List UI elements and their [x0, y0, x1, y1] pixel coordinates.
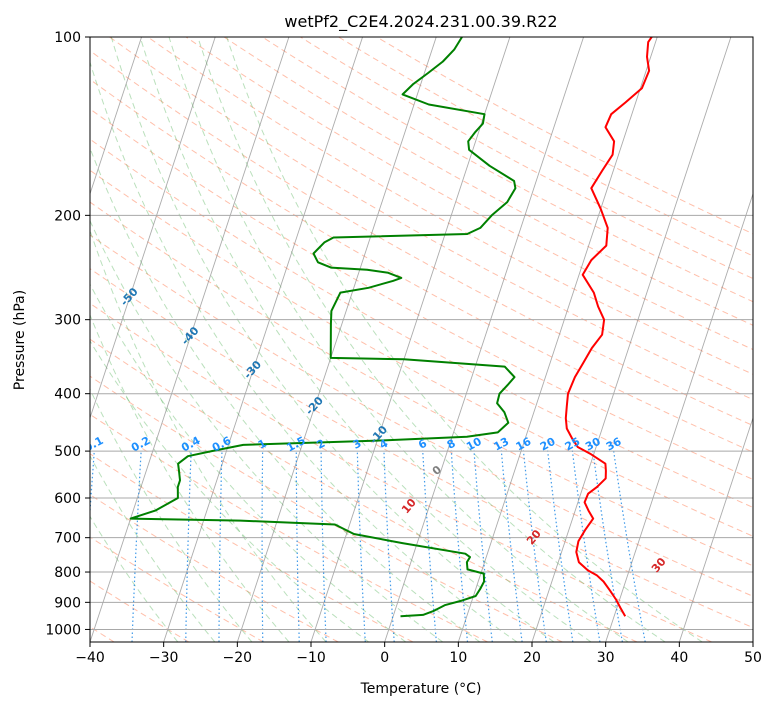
- isotherm-label: -70: [4, 183, 27, 207]
- y-tick-label: 1000: [45, 622, 81, 638]
- x-tick-label: 30: [597, 650, 615, 666]
- dry-adiabat: [90, 536, 264, 642]
- y-axis-ticks: 1000 900 800 700 600 500 400 300 200 100: [45, 30, 90, 638]
- dry-adiabat: [90, 268, 753, 629]
- x-axis-label: Temperature (°C): [360, 681, 482, 697]
- moist-adiabat: [197, 37, 666, 642]
- isotherm: [90, 37, 216, 420]
- plot-frame: [89, 36, 754, 643]
- mixing-ratio-label: 30: [583, 435, 603, 454]
- isotherm: [605, 192, 753, 642]
- x-tick-label: −10: [296, 650, 326, 666]
- x-tick-label: 40: [670, 650, 688, 666]
- isotherm: [236, 37, 437, 642]
- moist-adiabat: [226, 37, 703, 642]
- mixing-ratio-label: 20: [538, 435, 558, 454]
- isotherm: [90, 37, 142, 196]
- isotherm-label: -60: [61, 233, 84, 257]
- profile-series: [129, 37, 653, 618]
- y-tick-label: 100: [54, 30, 81, 46]
- y-tick-label: 600: [54, 491, 81, 507]
- isotherm: [90, 37, 290, 642]
- x-tick-label: −20: [223, 650, 253, 666]
- mixing-ratio-label: 13: [492, 435, 512, 454]
- isotherm: [163, 37, 363, 642]
- mixing-ratio-label: 10: [464, 435, 484, 454]
- temperature-line: [564, 37, 653, 617]
- x-tick-label: 0: [380, 650, 389, 666]
- y-tick-label: 500: [54, 444, 81, 460]
- isotherm: [752, 640, 753, 642]
- x-tick-label: 50: [744, 650, 762, 666]
- pressure-grid: [90, 37, 753, 630]
- dry-adiabat: [185, 37, 753, 351]
- moist-adiabat: [90, 454, 216, 642]
- mixing-ratio-line: [450, 450, 469, 642]
- y-tick-label: 200: [54, 208, 81, 224]
- mixing-ratio-line: [547, 450, 574, 642]
- mixing-ratio-line: [500, 450, 523, 642]
- mixing-ratio-line: [613, 450, 646, 642]
- mixing-ratio-label: 16: [514, 435, 534, 454]
- mixing-ratio-line: [571, 450, 601, 642]
- moist-adiabat: [90, 515, 179, 642]
- isotherm: [457, 37, 658, 642]
- y-tick-label: 300: [54, 313, 81, 329]
- dry-adiabat: [376, 37, 753, 235]
- moist-adiabat: [139, 37, 592, 642]
- x-axis-ticks: −40 −30 −20 −10 0 10 20 30 40 50: [75, 642, 762, 666]
- x-tick-label: −30: [149, 650, 179, 666]
- isotherm: [678, 416, 753, 642]
- mixing-ratio-label: 36: [604, 435, 624, 454]
- mixing-ratio-line: [592, 450, 623, 642]
- dewpoint-line: [129, 37, 517, 618]
- isotherm: [531, 37, 732, 642]
- x-tick-label: 20: [523, 650, 541, 666]
- mixing-ratio-line: [473, 450, 493, 642]
- dry-adiabat: [90, 494, 339, 642]
- x-tick-label: −40: [75, 650, 105, 666]
- moist-adiabat: [90, 229, 327, 642]
- y-tick-label: 700: [54, 531, 81, 547]
- mixing-ratio-label: 25: [563, 435, 583, 454]
- dry-adiabat: [90, 375, 563, 642]
- moist-adiabat: [90, 146, 481, 642]
- y-tick-label: 400: [54, 387, 81, 403]
- dry-adiabat: [338, 37, 753, 257]
- isotherm: [0, 37, 68, 642]
- dry-adiabat: [223, 37, 753, 326]
- dry-adiabat: [90, 201, 753, 567]
- moist-adiabat: [110, 37, 555, 642]
- x-tick-label: 10: [449, 650, 467, 666]
- y-axis-label: Pressure (hPa): [12, 290, 28, 390]
- moist-adiabat: [90, 219, 444, 642]
- dry-adiabat: [90, 302, 712, 642]
- dry-adiabat: [90, 234, 753, 597]
- dry-adiabat: [262, 37, 753, 303]
- mixing-ratio-line: [522, 450, 547, 642]
- y-tick-label: 900: [54, 595, 81, 611]
- plot-background: [90, 37, 753, 642]
- dry-adiabat: [90, 169, 753, 537]
- isotherm: [384, 37, 584, 642]
- chart-title: wetPf2_C2E4.2024.231.00.39.R22: [284, 12, 557, 32]
- dry-adiabat: [147, 37, 753, 375]
- y-tick-label: 800: [54, 565, 81, 581]
- isotherm: [310, 37, 511, 642]
